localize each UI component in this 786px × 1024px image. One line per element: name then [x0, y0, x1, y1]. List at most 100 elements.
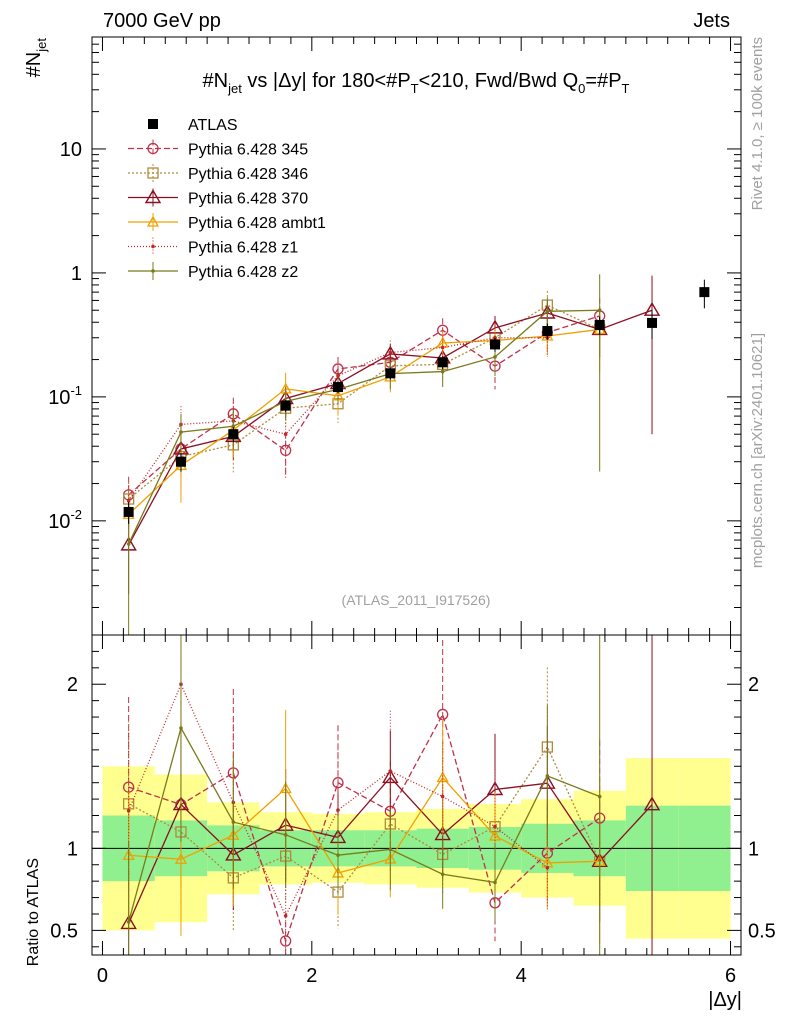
legend-marker — [147, 167, 159, 179]
legend: ATLAS Pythia 6.428 345 Pythia 6.428 346 Pyt… — [128, 117, 326, 281]
series-marker — [179, 430, 183, 434]
atlas-point — [647, 317, 658, 328]
x-tick-label: 0 — [97, 965, 108, 987]
ratio-series-marker — [382, 769, 399, 784]
legend-marker — [147, 142, 159, 155]
y-axis-label: #Njet — [23, 38, 49, 78]
ratio-series-marker — [493, 880, 497, 885]
series-marker — [280, 444, 292, 457]
x-tick-label: 2 — [306, 965, 317, 987]
series-marker — [283, 432, 288, 437]
series-marker — [388, 350, 393, 355]
legend-label: Pythia 6.428 z1 — [188, 240, 298, 257]
legend-label: Pythia 6.428 370 — [188, 191, 308, 208]
ratio-series-marker — [174, 852, 188, 864]
mcplots-label: mcplots.cern.ch [arXiv:2401.10621] — [749, 333, 766, 568]
legend-marker — [146, 215, 160, 227]
atlas-point — [123, 506, 134, 517]
series-line — [128, 304, 600, 500]
atlas-point — [699, 287, 710, 298]
ratio-series-marker — [336, 853, 340, 857]
atlas-point — [175, 456, 186, 467]
series-marker — [126, 499, 131, 503]
ratio-series-line — [128, 726, 600, 923]
ratio-y-axis-label: Ratio to ATLAS — [25, 858, 42, 966]
ratio-series-marker — [388, 847, 393, 852]
series-marker — [597, 308, 602, 313]
series-marker — [440, 369, 445, 374]
x-axis-label: |Δy| — [708, 989, 742, 1011]
ratio-series-marker — [388, 769, 393, 773]
ratio-series-marker — [283, 914, 288, 918]
axis-ticks: 0 2 4 6 10-2 10-1 1 10 0.5 0.5 1 1 2 2 — [48, 36, 776, 987]
ratio-series-line — [128, 745, 601, 893]
legend-marker — [148, 119, 158, 129]
main-plot-series — [120, 274, 661, 635]
series-line — [128, 309, 600, 545]
atlas-point — [542, 325, 553, 336]
ratio-tick-label-left: 2 — [67, 674, 78, 696]
chart-title: #Njet vs |Δy| for 180<#PT<210, Fwd/Bwd Q… — [203, 70, 630, 96]
atlas-point — [280, 400, 291, 411]
y-tick-label: 10-1 — [48, 383, 82, 409]
legend-marker — [151, 244, 155, 249]
series-line — [128, 315, 600, 496]
ratio-series-marker — [336, 808, 340, 812]
legend-label: Pythia 6.428 346 — [188, 166, 308, 183]
legend-marker — [144, 189, 162, 204]
atlas-point — [385, 368, 396, 379]
series-marker — [231, 424, 236, 429]
ratio-series-line — [128, 712, 601, 944]
ratio-series-marker — [231, 820, 236, 824]
legend-label: Pythia 6.428 ambt1 — [188, 215, 326, 232]
atlas-point — [437, 357, 448, 368]
legend-label: Pythia 6.428 345 — [188, 142, 308, 159]
ratio-series-marker — [280, 935, 292, 947]
series-marker — [440, 345, 445, 350]
ratio-series-marker — [440, 872, 445, 877]
series-marker — [493, 355, 497, 359]
y-tick-label: 1 — [71, 263, 82, 285]
ratio-series-marker — [493, 824, 497, 829]
ratio-tick-label-right: 1 — [748, 838, 759, 860]
series-marker — [336, 373, 340, 378]
ratio-tick-label-right: 0.5 — [748, 920, 776, 942]
atlas-point — [594, 320, 605, 331]
x-tick-label: 6 — [725, 965, 736, 987]
atlas-point — [490, 339, 501, 350]
ratio-series-marker — [597, 794, 602, 799]
atlas-point — [332, 382, 343, 393]
series-marker — [493, 335, 497, 340]
ratio-series-line — [128, 776, 600, 874]
ratio-series-marker — [643, 796, 661, 811]
series-marker — [545, 309, 550, 314]
ratio-series-marker — [126, 920, 131, 924]
ratio-series-marker — [545, 774, 550, 778]
atlas-point — [228, 429, 239, 440]
ratio-series-marker — [283, 833, 288, 837]
x-tick-label: 4 — [516, 965, 527, 987]
ratio-series-line — [128, 682, 548, 918]
header-category: Jets — [693, 10, 730, 32]
ratio-series — [120, 635, 661, 955]
series-line — [128, 328, 600, 515]
legend-marker — [151, 269, 155, 273]
y-tick-label: 10-2 — [48, 507, 82, 533]
ratio-series-marker — [179, 726, 183, 730]
ratio-tick-label-right: 2 — [748, 674, 759, 696]
ratio-series-marker — [436, 771, 449, 783]
header-energy: 7000 GeV pp — [103, 10, 221, 32]
legend-label: Pythia 6.428 z2 — [188, 264, 298, 281]
legend-label: ATLAS — [188, 117, 238, 134]
ratio-series-marker — [440, 794, 445, 799]
y-tick-label: 10 — [60, 139, 82, 161]
ratio-tick-label-left: 0.5 — [50, 920, 78, 942]
main-plot-atlas — [123, 279, 710, 524]
rivet-label: Rivet 4.1.0, ≥ 100k events — [749, 37, 766, 210]
ratio-series-marker — [545, 865, 550, 870]
ratio-series-marker — [332, 777, 344, 789]
analysis-label: (ATLAS_2011_I917526) — [342, 592, 491, 608]
ratio-series-marker — [126, 808, 131, 813]
series-marker — [126, 542, 131, 546]
